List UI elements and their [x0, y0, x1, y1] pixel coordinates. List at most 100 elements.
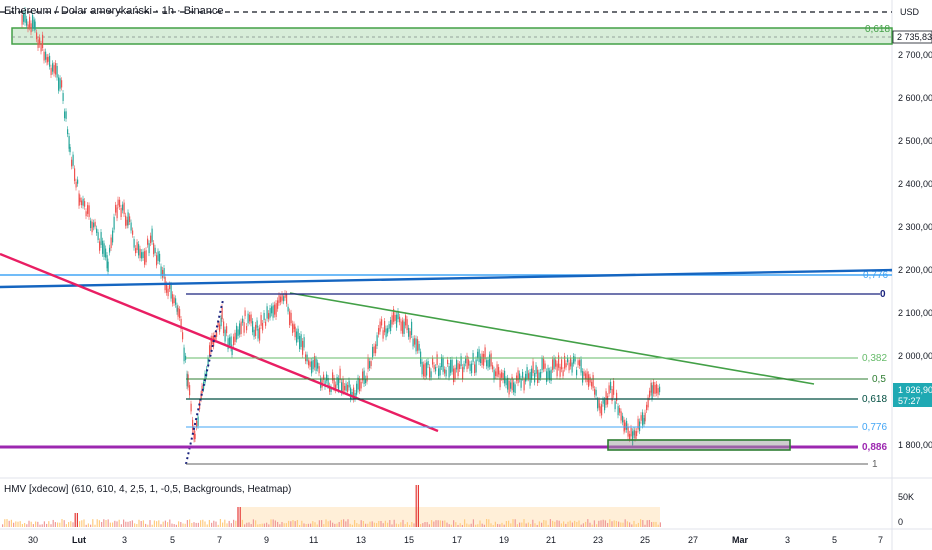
candle-body [119, 199, 121, 207]
candle-body [130, 222, 132, 231]
volume-bar [400, 522, 402, 527]
candle-body [442, 358, 444, 372]
candle-body [229, 337, 231, 346]
volume-bar [222, 522, 224, 527]
candle-body [402, 320, 404, 334]
candle-body [654, 384, 656, 394]
candle-body [344, 385, 346, 391]
volume-bar [446, 522, 448, 527]
candle-body [293, 324, 295, 330]
volume-bar [290, 521, 292, 527]
candle-body [391, 315, 393, 325]
candle-body [120, 207, 122, 218]
volume-bar [191, 522, 193, 527]
candle-body [45, 51, 47, 60]
candle-body [249, 314, 251, 322]
candle-body [403, 321, 405, 334]
dotted-rising-line[interactable] [185, 299, 224, 465]
volume-bar [395, 523, 397, 527]
candle-body [353, 387, 355, 400]
volume-bar [411, 522, 413, 527]
candle-body [477, 351, 479, 359]
indicator-title: HMV [xdecow] (610, 610, 4, 2,5, 1, -0,5,… [4, 484, 292, 495]
candle-body [180, 318, 182, 330]
volume-bar [657, 524, 659, 527]
candle-body [624, 422, 626, 430]
green-trendline[interactable] [289, 292, 815, 385]
price-tick: 2 400,00 [898, 179, 932, 189]
candle-body [59, 78, 61, 89]
volume-bar [224, 519, 226, 527]
volume-bar [571, 522, 573, 527]
time-tick: 3 [122, 535, 127, 545]
candle-body [356, 383, 358, 395]
candle-body [405, 315, 407, 326]
volume-bar [387, 522, 389, 527]
candle-body [52, 63, 54, 72]
volume-bar [17, 521, 19, 527]
volume-bar [112, 522, 114, 527]
volume-bar [338, 521, 340, 527]
volume-bar [129, 521, 131, 527]
volume-bar [351, 524, 353, 527]
volume-bar [202, 519, 204, 527]
volume-bar [492, 524, 494, 527]
candle-body [150, 235, 152, 244]
volume-bar [453, 520, 455, 527]
fib-label-1: 1 [872, 459, 878, 470]
candlestick-series [21, 7, 661, 449]
candle-body [659, 386, 661, 393]
volume-bar [277, 521, 279, 527]
volume-bar [369, 521, 371, 527]
resistance-zone[interactable] [11, 27, 893, 45]
volume-bar [457, 524, 459, 527]
candle-body [91, 221, 93, 233]
candle-body [556, 363, 558, 377]
candle-body [453, 368, 455, 383]
candle-body [84, 201, 86, 207]
volume-bar [28, 520, 30, 527]
candle-body [138, 244, 140, 256]
candle-body [510, 382, 512, 389]
volume-bar [250, 524, 252, 527]
volume-bar [459, 523, 461, 527]
volume-bar [642, 520, 644, 527]
candle-body [117, 199, 119, 206]
volume-bar [488, 519, 490, 527]
blue-trendline[interactable] [0, 268, 893, 289]
candle-body [478, 349, 480, 363]
time-tick: 19 [499, 535, 509, 545]
volume-bar [109, 522, 111, 527]
candle-body [657, 388, 659, 395]
price-tick: 2 600,00 [898, 93, 932, 103]
volume-bar [635, 524, 637, 527]
volume-bar [600, 520, 602, 527]
candle-body [411, 321, 413, 336]
candle-body [406, 319, 408, 331]
candle-body [483, 353, 485, 366]
candle-body [599, 406, 601, 414]
volume-bar [593, 520, 595, 527]
volume-bar [391, 524, 393, 527]
volume-bar [624, 519, 626, 527]
candle-body [112, 230, 114, 243]
time-axis[interactable]: 30 Lut 3 5 7 9 11 13 15 17 19 21 23 25 2… [28, 535, 883, 545]
volume-bar [620, 522, 622, 527]
red-trendline[interactable] [0, 252, 439, 433]
support-zone[interactable] [607, 439, 791, 451]
candle-body [280, 296, 282, 303]
candle-body [253, 329, 255, 337]
candle-body [216, 332, 218, 337]
candle-body [550, 369, 552, 381]
candle-body [109, 247, 111, 253]
candle-body [495, 371, 497, 377]
volume-bar [76, 513, 78, 527]
volume-bar [98, 520, 100, 527]
candle-body [266, 306, 268, 319]
candle-body [194, 433, 196, 440]
volume-bar [336, 523, 338, 527]
candle-body [231, 347, 233, 355]
price-axis[interactable]: 2 700,00 2 600,00 2 500,00 2 400,00 2 30… [898, 50, 932, 450]
candle-body [370, 361, 372, 367]
